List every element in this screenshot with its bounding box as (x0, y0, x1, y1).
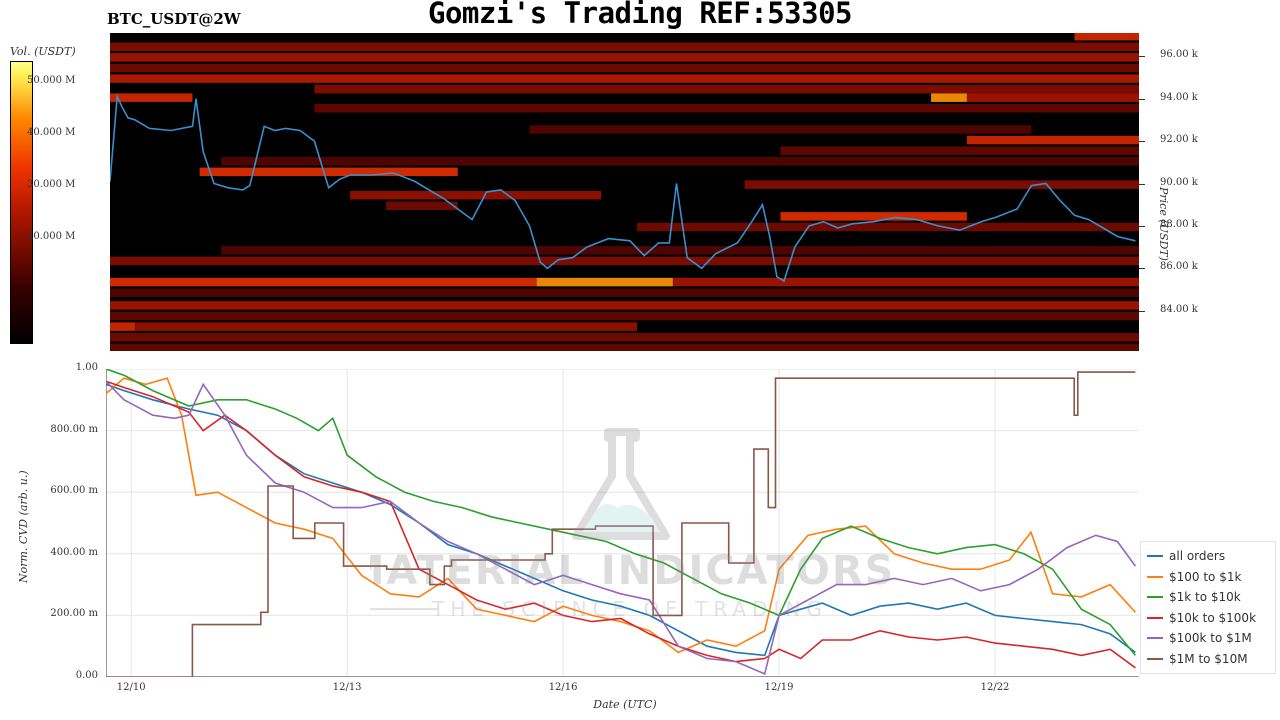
legend-swatch (1147, 596, 1163, 599)
price-tick: 96.00 k (1160, 49, 1198, 61)
cvd-x-tick: 12/22 (980, 682, 1010, 693)
heatmap-cell (135, 322, 638, 331)
heatmap-panel (110, 33, 1139, 351)
series-line-3 (106, 380, 1136, 669)
watermark-text: MATERIAL INDICATORS (370, 548, 890, 594)
legend-swatch (1147, 616, 1163, 619)
heatmap-cell (110, 277, 537, 287)
heatmap-cell (966, 135, 1139, 145)
heatmap-cell (314, 104, 1139, 113)
legend-item[interactable]: $1M to $10M (1147, 649, 1269, 670)
heatmap-cell (221, 157, 1139, 166)
cvd-x-tick: 12/13 (332, 682, 362, 693)
cvd-y-tick: 1.00 (75, 362, 98, 373)
legend-item[interactable]: $1k to $10k (1147, 587, 1269, 608)
heatmap-cell (672, 277, 1139, 287)
cvd-y-tick: 200.00 m (50, 608, 98, 620)
heatmap-cell (110, 93, 193, 102)
heatmap-cell (221, 246, 1139, 255)
heatmap-cell (110, 322, 136, 331)
legend-item[interactable]: all orders (1147, 546, 1269, 567)
legend-item[interactable]: $100 to $1k (1147, 567, 1269, 588)
heatmap-cell (529, 125, 1032, 134)
heatmap-cell (637, 222, 1139, 232)
heatmap-cell (110, 301, 1139, 310)
heatmap-cell (110, 63, 1139, 73)
cvd-y-tick: 800.00 m (50, 423, 98, 435)
heatmap-cell (110, 53, 1139, 62)
cvd-y-tick: 400.00 m (50, 546, 98, 558)
heatmap-cell (110, 311, 1139, 321)
colorbar-tick: 40.000 M (27, 126, 76, 138)
price-tick-mark (1139, 225, 1145, 227)
price-line (110, 93, 1136, 283)
price-tick-mark (1139, 310, 1145, 312)
heatmap-cell (931, 93, 967, 102)
legend-swatch (1147, 637, 1163, 640)
price-tick: 90.00 k (1160, 176, 1198, 188)
cvd-axis-label: Norm. CVD (arb. u.) (17, 470, 30, 583)
heatmap-cell (780, 146, 1139, 155)
heatmap-cell (110, 42, 1139, 52)
date-axis-label: Date (UTC) (593, 698, 657, 711)
flask-icon (572, 428, 670, 540)
colorbar-title: Vol. (USDT) (10, 45, 76, 58)
heatmap-cell (110, 288, 1139, 297)
heatmap-cell (110, 343, 1139, 351)
price-tick-mark (1139, 141, 1145, 143)
price-tick-mark (1139, 268, 1145, 270)
series-line-5 (106, 371, 1136, 677)
heatmap-cell (110, 74, 1139, 83)
price-tick: 88.00 k (1160, 218, 1198, 230)
colorbar-tick: 20.000 M (27, 230, 76, 242)
legend-item[interactable]: $100k to $1M (1147, 628, 1269, 649)
legend-label: $100 to $1k (1169, 569, 1242, 584)
cvd-y-tick: 0.00 (75, 670, 98, 681)
cvd-y-tick: 600.00 m (50, 485, 98, 497)
heatmap-cell (1074, 33, 1139, 41)
heatmap-cell (314, 84, 1139, 94)
cvd-chart (106, 369, 1139, 677)
heatmap-cell (350, 190, 602, 200)
legend-label: all orders (1169, 549, 1226, 564)
legend-swatch (1147, 657, 1163, 660)
cvd-x-tick: 12/10 (116, 682, 146, 693)
price-tick: 86.00 k (1160, 261, 1198, 273)
price-axis-label: Price (USDT) (1157, 187, 1170, 261)
price-tick: 94.00 k (1160, 91, 1198, 103)
legend-swatch (1147, 575, 1163, 578)
legend-label: $10k to $100k (1169, 610, 1257, 625)
series-line-4 (106, 380, 1137, 676)
heatmap-cell (780, 212, 967, 221)
heatmap-cell (386, 201, 458, 211)
legend: all orders $100 to $1k $1k to $10k $10k to … (1140, 541, 1276, 674)
chart-title: Gomzi's Trading REF:53305 (428, 0, 853, 30)
heatmap-cell (199, 167, 458, 177)
heatmap-cell (110, 256, 1139, 266)
colorbar-tick: 50.000 M (27, 74, 76, 86)
heatmap-cell (744, 180, 1139, 189)
heatmap-cell (536, 277, 673, 287)
heatmap-cell (110, 332, 1139, 342)
cvd-x-tick: 12/19 (764, 682, 794, 693)
legend-label: $1M to $10M (1169, 651, 1248, 666)
price-tick: 92.00 k (1160, 134, 1198, 146)
legend-swatch (1147, 555, 1163, 558)
cvd-x-tick: 12/16 (548, 682, 578, 693)
legend-item[interactable]: $10k to $100k (1147, 608, 1269, 629)
series-line-2 (106, 369, 1137, 656)
legend-label: $100k to $1M (1169, 631, 1252, 646)
price-tick-mark (1139, 183, 1145, 185)
watermark-subtext: THE SCIENCE OF TRADING (431, 597, 828, 621)
price-tick-mark (1139, 98, 1145, 100)
watermark: MATERIAL INDICATORS THE SCIENCE OF TRADI… (370, 428, 890, 621)
price-tick: 84.00 k (1160, 303, 1198, 315)
volume-colorbar (10, 61, 33, 344)
legend-label: $1k to $10k (1169, 590, 1241, 605)
price-tick-mark (1139, 56, 1145, 58)
colorbar-tick: 30.000 M (27, 178, 76, 190)
series-line-1 (106, 377, 1136, 654)
pair-label: BTC_USDT@2W (107, 10, 241, 28)
heatmap-cell (966, 93, 1139, 102)
